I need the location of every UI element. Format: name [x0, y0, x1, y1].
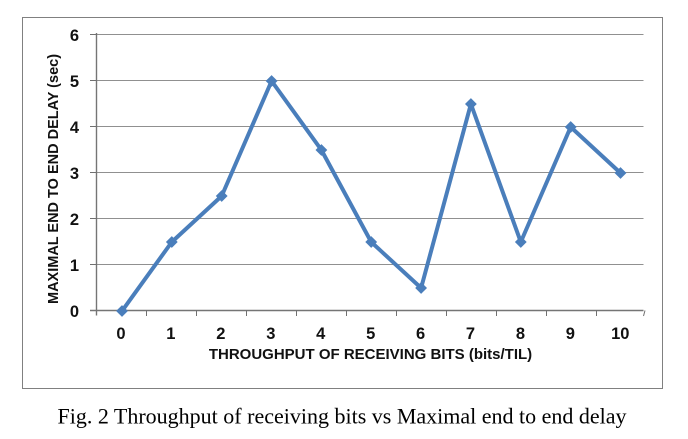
svg-text:5: 5 — [70, 73, 79, 91]
svg-text:0: 0 — [116, 325, 125, 343]
svg-text:4: 4 — [70, 119, 80, 137]
svg-text:5: 5 — [366, 325, 375, 343]
svg-text:9: 9 — [566, 325, 575, 343]
svg-text:6: 6 — [70, 27, 79, 45]
svg-text:THROUGHPUT OF RECEIVING BITS (: THROUGHPUT OF RECEIVING BITS (bits/TIL) — [209, 346, 532, 363]
svg-text:3: 3 — [70, 165, 79, 183]
svg-text:1: 1 — [70, 257, 79, 275]
svg-text:1: 1 — [166, 325, 175, 343]
svg-text:8: 8 — [516, 325, 525, 343]
svg-text:Fig. 2 Throughput of receiving: Fig. 2 Throughput of receiving bits vs M… — [57, 404, 626, 429]
svg-text:6: 6 — [416, 325, 425, 343]
svg-text:7: 7 — [466, 325, 475, 343]
svg-text:4: 4 — [316, 325, 326, 343]
svg-text:2: 2 — [70, 211, 79, 229]
svg-text:10: 10 — [611, 325, 629, 343]
svg-text:MAXIMAL END TO END DELAY (sec): MAXIMAL END TO END DELAY (sec) — [46, 54, 62, 304]
svg-text:0: 0 — [70, 303, 79, 321]
svg-text:2: 2 — [216, 325, 225, 343]
svg-text:3: 3 — [266, 325, 275, 343]
